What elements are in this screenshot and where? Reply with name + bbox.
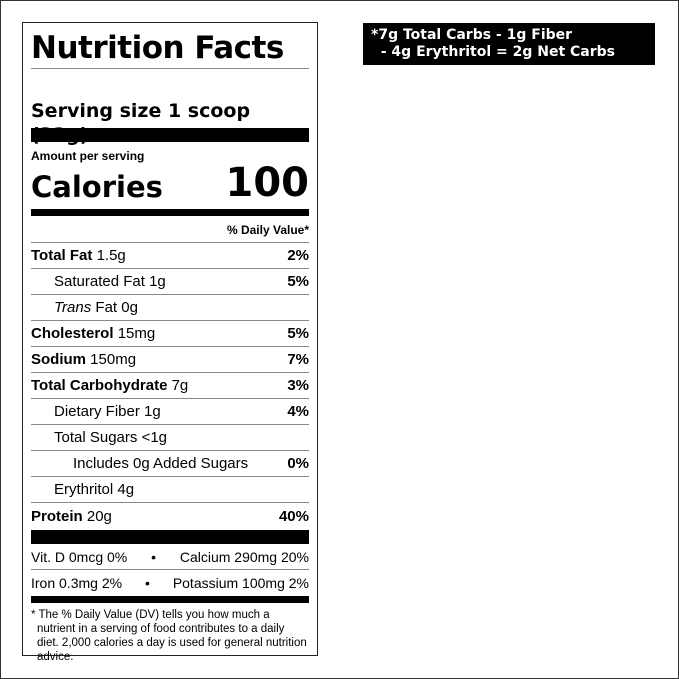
nutrient-name: Total Sugars [54,429,138,446]
nutrient-dv: 40% [278,508,309,525]
calories-label: Calories [31,170,163,204]
nutrient-amount: Fat 0g [95,299,138,316]
divider-medium [31,596,309,603]
nutrient-name: Includes 0g Added Sugars [73,455,249,472]
bullet: • [144,575,150,591]
vitamin-right: Potassium 100mg 2% [172,575,309,591]
nutrient-row-erythritol: Erythritol 4g [31,477,309,503]
nutrient-row-protein: Protein 20g 40% [31,503,309,530]
nutrient-dv: 2% [287,247,309,264]
nutrient-amount: 20g [86,508,112,525]
nutrient-name: Dietary Fiber [54,403,140,420]
net-carbs-note: *7g Total Carbs - 1g Fiber - 4g Erythrit… [363,23,655,65]
divider-medium [31,209,309,216]
daily-value-header: % Daily Value* [31,216,309,243]
nutrient-row-cholesterol: Cholesterol 15mg 5% [31,321,309,347]
calories-value: 100 [225,160,310,206]
nutrient-row-saturated-fat: Saturated Fat 1g 5% [31,269,309,295]
label-title: Nutrition Facts [31,25,309,69]
nutrient-name: Erythritol [54,481,114,498]
nutrient-row-total-fat: Total Fat 1.5g 2% [31,243,309,269]
divider-thick [31,530,309,544]
nutrition-facts-label: Nutrition Facts Serving size 1 scoop (32… [22,22,318,663]
calories-row: Calories 100 [31,160,310,206]
vitamin-left: Vit. D 0mcg 0% [31,549,128,565]
nutrient-row-total-sugars: Total Sugars <1g [31,425,309,451]
vitamin-row: Iron 0.3mg 2% • Potassium 100mg 2% [31,570,309,596]
nutrient-amount: 1g [144,403,161,420]
nutrient-row-trans-fat: Trans Fat 0g [31,295,309,321]
vitamin-row: Vit. D 0mcg 0% • Calcium 290mg 20% [31,544,309,570]
nutrient-name: Saturated Fat [54,273,145,290]
bullet: • [151,549,156,565]
nutrient-amount: <1g [141,429,168,446]
nutrient-name: Cholesterol [31,325,114,342]
nutrient-name: Sodium [31,351,86,368]
nutrient-amount: 4g [117,481,135,498]
nutrient-row-total-carbohydrate: Total Carbohydrate 7g 3% [31,373,309,399]
vitamin-left: Iron 0.3mg 2% [31,575,123,591]
nutrient-dv: 0% [287,455,309,472]
nutrient-name: Protein [31,508,83,525]
nutrient-dv: 4% [287,403,309,420]
nutrient-amount: 150mg [90,351,137,368]
footnote: * The % Daily Value (DV) tells you how m… [31,609,307,663]
nutrient-dv: 7% [287,351,309,368]
nutrient-amount: 15mg [117,325,156,342]
nutrient-row-sodium: Sodium 150mg 7% [31,347,309,373]
serving-size: Serving size 1 scoop (32g) [31,100,251,146]
nutrient-name: Total Carbohydrate [31,377,168,394]
nutrient-name: Total Fat [31,247,93,264]
nutrient-dv: 5% [287,325,309,342]
nutrient-dv: 3% [287,377,309,394]
amount-per-serving: Amount per serving [31,149,145,163]
nutrient-amount: 1g [149,273,166,290]
nutrient-row-dietary-fiber: Dietary Fiber 1g 4% [31,399,309,425]
nutrient-name: Trans [54,299,92,316]
nutrient-amount: 1.5g [96,247,126,264]
nutrient-amount: 7g [171,377,189,394]
nutrient-dv: 5% [287,273,309,290]
vitamin-right: Calcium 290mg 20% [179,549,309,565]
nutrient-row-added-sugars: Includes 0g Added Sugars 0% [31,451,309,477]
divider-thick [31,128,309,142]
